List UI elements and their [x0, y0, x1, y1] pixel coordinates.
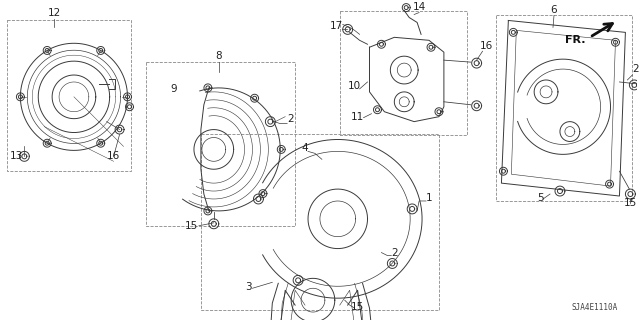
Text: SJA4E1110A: SJA4E1110A [572, 303, 618, 312]
Text: 14: 14 [412, 2, 426, 12]
Text: 5: 5 [537, 193, 543, 203]
Text: 2: 2 [391, 248, 397, 258]
Bar [147, 62, 295, 226]
Text: 8: 8 [216, 51, 222, 61]
Text: FR.: FR. [564, 35, 585, 45]
Text: 4: 4 [301, 143, 308, 153]
Text: 15: 15 [624, 198, 637, 208]
Bar [340, 11, 467, 134]
Text: 15: 15 [351, 302, 364, 312]
Text: 10: 10 [348, 81, 361, 91]
Text: 15: 15 [184, 221, 198, 231]
Text: 6: 6 [550, 4, 557, 14]
Text: 17: 17 [330, 21, 344, 31]
Text: 3: 3 [245, 282, 252, 292]
Bar [8, 20, 131, 171]
Text: 13: 13 [10, 151, 23, 161]
Text: 1: 1 [426, 193, 433, 203]
Text: 9: 9 [171, 84, 177, 94]
Text: 16: 16 [107, 151, 120, 161]
Bar [201, 133, 439, 310]
Text: 2: 2 [632, 64, 639, 74]
Text: 11: 11 [351, 112, 364, 122]
Text: 2: 2 [287, 114, 294, 124]
Bar [497, 14, 632, 201]
Text: 12: 12 [47, 9, 61, 19]
Text: 16: 16 [480, 41, 493, 51]
